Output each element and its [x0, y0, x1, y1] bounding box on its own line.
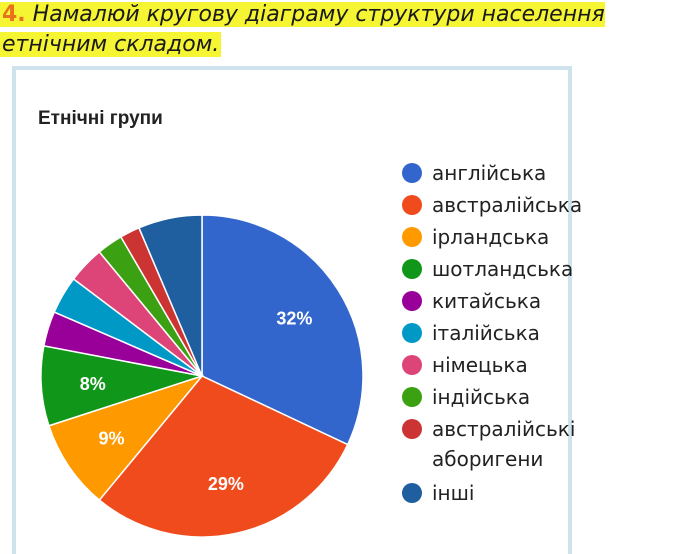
pie-slice-2 — [47, 374, 205, 502]
legend-swatch-icon — [402, 195, 422, 215]
legend-swatch-icon — [402, 355, 422, 375]
legend-label: англійська — [432, 161, 547, 185]
legend-label: австралійські аборигени — [432, 417, 576, 471]
task-text: 4. Намалюй кругову діаграму структури на… — [0, 0, 695, 60]
slice-label-1: 29% — [208, 474, 244, 494]
legend-label: австралійська — [432, 193, 583, 217]
legend-swatch-icon — [402, 259, 422, 279]
pie-slice-0 — [201, 214, 364, 446]
slice-label-0: 32% — [276, 308, 312, 328]
slice-label-2: 9% — [98, 429, 124, 449]
legend-label: китайська — [432, 289, 542, 313]
legend-label: індійська — [432, 385, 531, 409]
legend-swatch-icon — [402, 387, 422, 407]
task-text-line-2: етнічним складом. — [2, 32, 220, 57]
slice-label-3: 8% — [80, 374, 106, 394]
task-line-2: етнічним складом. — [0, 30, 695, 60]
legend-label: італійська — [432, 321, 540, 345]
chart-title: Етнічні групи — [38, 108, 163, 129]
legend-swatch-icon — [402, 291, 422, 311]
legend-swatch-icon — [402, 323, 422, 343]
pie-slice-9 — [138, 214, 203, 377]
legend-label: німецька — [432, 353, 528, 377]
legend-label: інші — [432, 481, 475, 505]
legend-label: шотландська — [432, 257, 574, 281]
legend-label: ірландська — [432, 225, 550, 249]
legend-swatch-icon — [402, 419, 422, 439]
legend-swatch-icon — [402, 163, 422, 183]
legend-swatch-icon — [402, 483, 422, 503]
pie-slice-1 — [98, 375, 349, 538]
legend-swatch-icon — [402, 227, 422, 247]
task-number: 4. — [2, 2, 26, 27]
